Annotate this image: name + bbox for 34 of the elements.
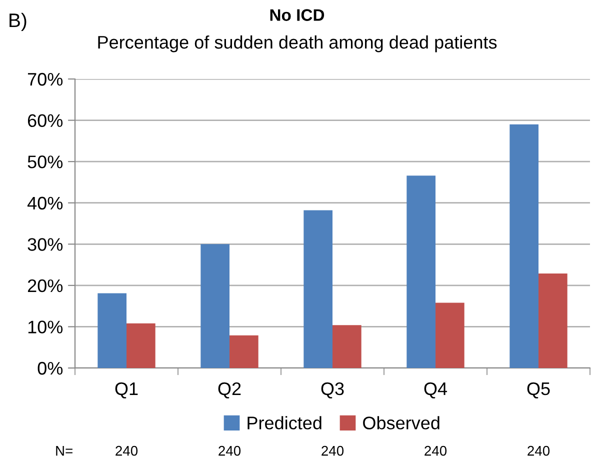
- bar: [230, 335, 258, 368]
- text: 240: [116, 446, 138, 456]
- y-tick-label: 20%: [28, 279, 63, 292]
- bar: [200, 244, 230, 368]
- x-tick-label: Q4: [424, 382, 448, 398]
- bar: [436, 302, 464, 368]
- text: 240: [424, 446, 447, 456]
- y-tick-label: 30%: [28, 238, 63, 251]
- text: N=: [56, 446, 72, 456]
- text: 240: [218, 446, 241, 456]
- chart-subtitle: Percentage of sudden death among dead patients: [98, 35, 497, 52]
- y-tick-label: 40%: [27, 196, 63, 210]
- y-tick-label: 10%: [28, 320, 63, 334]
- y-tick-label: 60%: [28, 114, 63, 128]
- y-tick-label: 50%: [28, 156, 63, 168]
- text: 240: [322, 446, 344, 456]
- y-tick-label: 0%: [38, 362, 63, 375]
- x-tick-label: Q3: [321, 382, 344, 398]
- chart-title: No ICD: [270, 9, 324, 21]
- x-tick-label: Q2: [218, 382, 241, 398]
- y-tick-label: 70%: [28, 72, 63, 86]
- text: B): [10, 12, 26, 32]
- bar: [126, 323, 156, 368]
- x-tick-label: Q5: [527, 382, 550, 398]
- legend-label: Observed: [363, 416, 440, 430]
- legend-label: Predicted: [248, 416, 322, 430]
- bar: [510, 124, 538, 368]
- bar: [538, 273, 568, 368]
- bar: [304, 210, 332, 368]
- x-tick-label: Q1: [115, 382, 138, 398]
- text: 240: [528, 446, 550, 456]
- bar: [406, 176, 436, 368]
- bar: [332, 325, 362, 368]
- bar: [98, 293, 126, 368]
